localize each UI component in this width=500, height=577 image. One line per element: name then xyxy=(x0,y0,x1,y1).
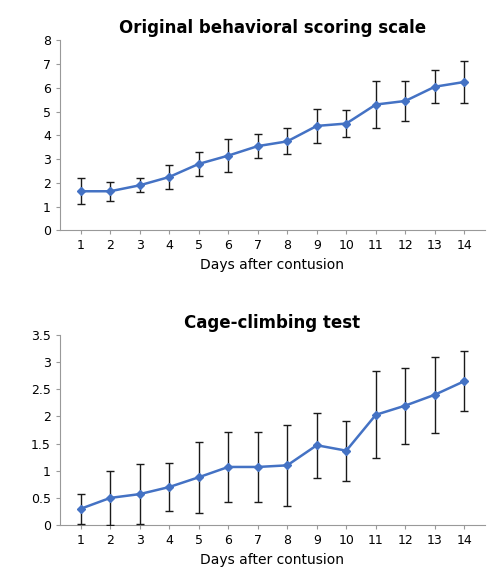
X-axis label: Days after contusion: Days after contusion xyxy=(200,553,344,567)
Title: Original behavioral scoring scale: Original behavioral scoring scale xyxy=(119,20,426,38)
X-axis label: Days after contusion: Days after contusion xyxy=(200,258,344,272)
Title: Cage-climbing test: Cage-climbing test xyxy=(184,314,360,332)
